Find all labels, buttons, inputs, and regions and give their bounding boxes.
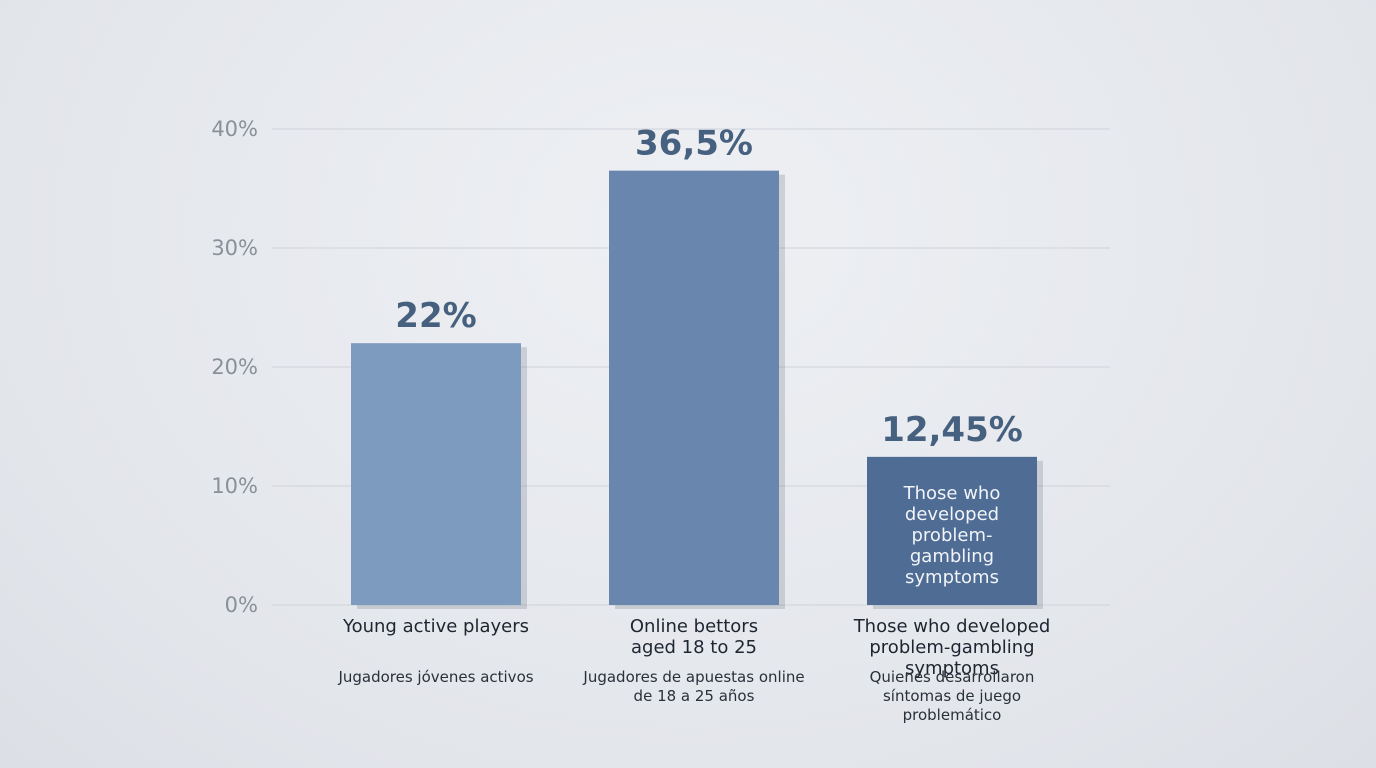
bar-annotation: Those who developed problem-gambling sym… bbox=[903, 483, 1001, 588]
y-tick-label: 30% bbox=[211, 236, 258, 260]
y-tick-label: 20% bbox=[211, 355, 258, 379]
value-label: 12,45% bbox=[881, 410, 1023, 450]
bar bbox=[609, 170, 779, 605]
x-tick-label: Those who developed problem-gambling sym… bbox=[853, 616, 1051, 679]
y-tick-label: 10% bbox=[211, 474, 258, 498]
x-tick-sublabel: Quienes desarrollaron síntomas de juego … bbox=[869, 668, 1035, 724]
y-tick-label: 0% bbox=[225, 593, 258, 617]
value-label: 22% bbox=[395, 296, 476, 336]
y-tick-label: 40% bbox=[211, 117, 258, 141]
x-tick-sublabel: Jugadores de apuestas online de 18 a 25 … bbox=[583, 668, 805, 705]
x-tick-label: Young active players bbox=[343, 616, 529, 637]
value-label: 36,5% bbox=[635, 124, 753, 164]
bar bbox=[867, 456, 1037, 605]
x-tick-sublabel: Jugadores jóvenes activos bbox=[338, 668, 534, 686]
bar bbox=[351, 343, 521, 605]
x-tick-label: Online bettors aged 18 to 25 bbox=[629, 616, 759, 658]
